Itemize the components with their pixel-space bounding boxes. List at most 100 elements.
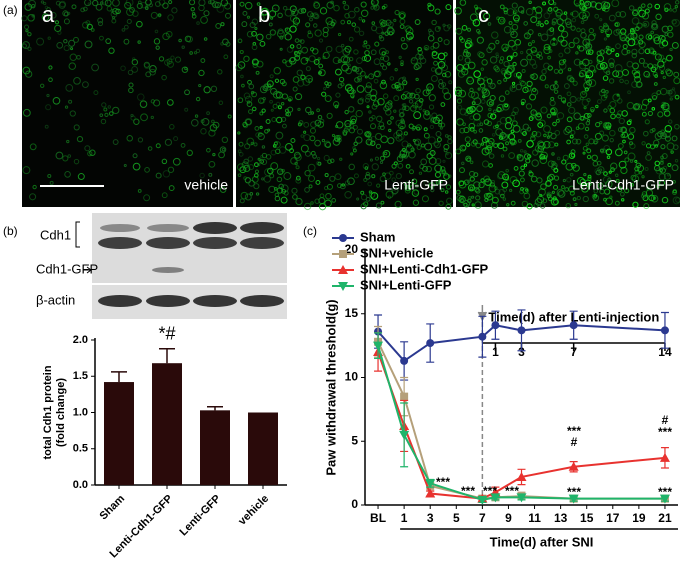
cell [375, 143, 381, 149]
cell [438, 200, 444, 206]
cell [374, 41, 380, 47]
cell [161, 192, 168, 199]
cell [445, 184, 452, 190]
cell [596, 99, 602, 104]
cell [513, 72, 519, 78]
cell [101, 0, 109, 6]
cell [331, 133, 336, 138]
cell [609, 62, 615, 68]
cell [314, 29, 322, 37]
cell [663, 3, 672, 11]
cell [666, 90, 671, 94]
cell [212, 121, 220, 129]
cell [434, 141, 441, 149]
cell [475, 28, 481, 33]
cell [649, 129, 654, 134]
cell [674, 4, 679, 9]
cell [150, 115, 154, 120]
cell [150, 99, 155, 104]
cell [305, 22, 311, 28]
cell [162, 32, 170, 41]
blot-label: Cdh1-GFP [36, 261, 98, 276]
cell [610, 113, 616, 120]
cell [624, 157, 630, 163]
cell [63, 39, 68, 44]
cell [290, 138, 296, 144]
cell [339, 157, 343, 161]
x-tick-label: 15 [580, 511, 594, 525]
cell [495, 54, 500, 59]
cell [586, 79, 593, 86]
cell [635, 103, 643, 111]
cell [417, 49, 423, 56]
cell [455, 148, 462, 155]
y-axis-label: total Cdh1 protein [42, 365, 54, 459]
cell [238, 151, 244, 157]
cell [371, 103, 378, 110]
cell [615, 28, 621, 34]
cell [169, 124, 175, 130]
cell [530, 133, 536, 139]
cell [480, 142, 485, 146]
cell [252, 106, 257, 112]
cell [605, 148, 613, 156]
cell [503, 25, 512, 34]
cell [82, 81, 89, 89]
cell [329, 175, 336, 182]
cell [550, 197, 559, 206]
cell [388, 128, 392, 133]
cell [353, 49, 359, 55]
cell [520, 165, 525, 171]
cell [440, 102, 446, 107]
cell [444, 152, 453, 160]
cell [318, 203, 327, 211]
arrow [83, 266, 92, 274]
panel-label: (b) [3, 224, 18, 238]
cell [658, 173, 666, 181]
cell [466, 52, 471, 58]
cell [573, 0, 582, 7]
y-tick-label: 2.0 [73, 334, 88, 346]
cell [55, 0, 61, 6]
marker [339, 234, 347, 242]
cell [84, 40, 93, 49]
cell [461, 25, 468, 31]
cell [207, 0, 212, 5]
cell [191, 12, 196, 16]
cell [556, 188, 565, 197]
cell [672, 144, 679, 151]
cell [441, 64, 449, 72]
cell [137, 137, 144, 143]
cell [588, 65, 596, 72]
cell [391, 83, 397, 89]
cell [657, 60, 665, 68]
cell [444, 190, 449, 194]
cell [206, 147, 211, 153]
annotation: *** [567, 485, 581, 499]
cell [295, 175, 301, 181]
cell [54, 20, 60, 25]
cell [110, 10, 118, 18]
cell [525, 188, 529, 192]
cell [86, 23, 93, 30]
cell [643, 203, 650, 210]
cell [420, 143, 425, 148]
cell [294, 51, 301, 58]
cell [73, 77, 81, 85]
cell [291, 187, 298, 194]
cell [647, 98, 652, 103]
cell [468, 170, 475, 177]
cell [44, 124, 49, 129]
cell [210, 85, 218, 92]
cell [208, 172, 213, 177]
cell [153, 38, 161, 45]
cell [325, 84, 330, 89]
cell [669, 47, 673, 52]
cell [401, 76, 407, 81]
cell [268, 185, 276, 194]
cell [485, 192, 494, 201]
cell [664, 7, 669, 12]
cell [535, 131, 542, 138]
cell [247, 156, 254, 162]
cell [373, 78, 379, 84]
